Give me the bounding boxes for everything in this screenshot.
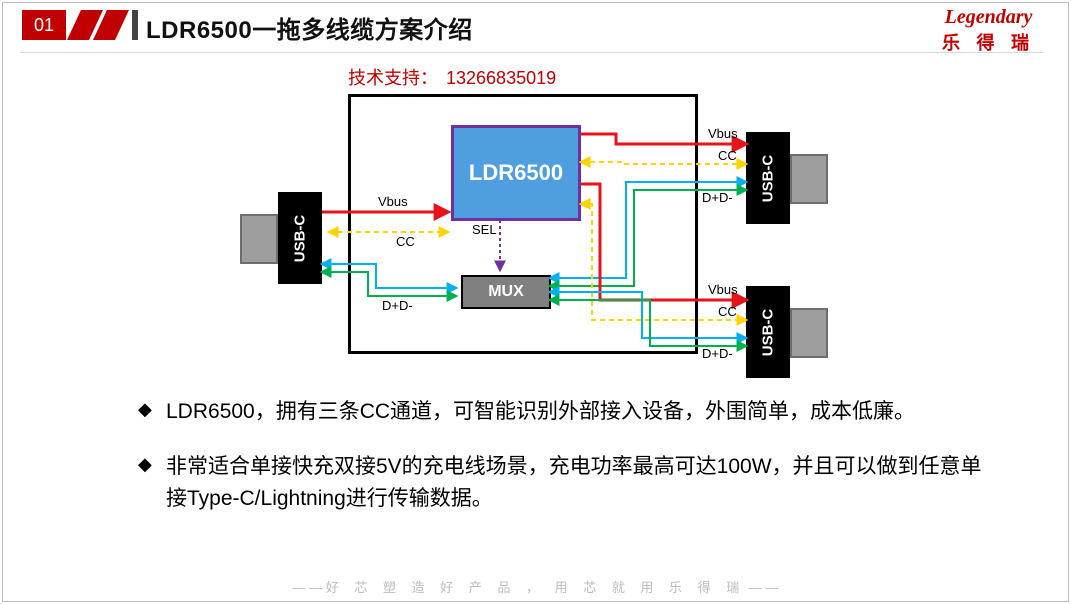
header: 01 LDR6500一拖多线缆方案介绍 Legendary 乐 得 瑞: [0, 0, 1071, 52]
label-left-cc: CC: [396, 234, 415, 249]
bullet-item: 非常适合单接快充双接5V的充电线场景，充电功率最高可达100W，并且可以做到任意…: [138, 451, 991, 516]
usbc-connector-bot-right: USB-C: [746, 286, 790, 378]
usbc-plug-top-right: [790, 154, 828, 204]
mux-block: MUX: [461, 275, 551, 309]
usbc-connector-left: USB-C: [278, 192, 322, 284]
section-number-badge: 01: [22, 10, 66, 40]
label-tr-cc: CC: [718, 148, 737, 163]
brand-logo: Legendary 乐 得 瑞: [942, 6, 1035, 55]
tech-support-phone: 13266835019: [446, 68, 556, 88]
label-left-vbus: Vbus: [378, 194, 408, 209]
title-accent-bar: [132, 10, 138, 40]
architecture-diagram: 技术支持： 13266835019 USB-C USB-C USB-C LDR65…: [186, 64, 886, 384]
tech-support-label: 技术支持：: [348, 68, 438, 88]
label-left-dpdm: D+D-: [382, 298, 413, 313]
label-br-dpdm: D+D-: [702, 346, 733, 361]
enclosure-box: LDR6500 MUX: [348, 94, 698, 354]
tech-support: 技术支持： 13266835019: [348, 64, 556, 90]
label-tr-vbus: Vbus: [708, 126, 738, 141]
brand-logo-en: Legendary: [942, 6, 1035, 29]
feature-bullets: LDR6500，拥有三条CC通道，可智能识别外部接入设备，外围简单，成本低廉。 …: [138, 396, 991, 538]
label-sel: SEL: [472, 222, 497, 237]
label-br-cc: CC: [718, 304, 737, 319]
usbc-plug-bot-right: [790, 308, 828, 358]
usbc-connector-top-right: USB-C: [746, 132, 790, 224]
usbc-plug-left: [240, 214, 278, 264]
header-rule: [20, 52, 1043, 53]
usbc-label: USB-C: [292, 214, 309, 262]
label-tr-dpdm: D+D-: [702, 190, 733, 205]
ldr6500-chip: LDR6500: [451, 125, 581, 221]
page-title: LDR6500一拖多线缆方案介绍: [146, 10, 473, 45]
footer-text: 好 芯 塑 造 好 产 品 ， 用 芯 就 用 乐 得 瑞: [326, 580, 746, 595]
footer-slogan: — — 好 芯 塑 造 好 产 品 ， 用 芯 就 用 乐 得 瑞 — —: [0, 577, 1071, 596]
bullet-item: LDR6500，拥有三条CC通道，可智能识别外部接入设备，外围简单，成本低廉。: [138, 396, 991, 429]
usbc-label: USB-C: [760, 154, 777, 202]
usbc-label: USB-C: [760, 308, 777, 356]
label-br-vbus: Vbus: [708, 282, 738, 297]
